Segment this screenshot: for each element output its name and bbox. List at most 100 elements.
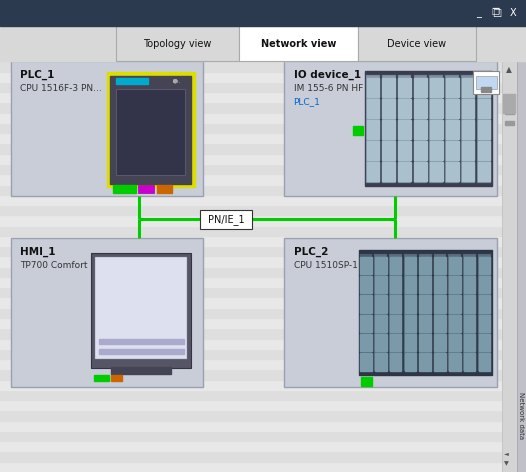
Bar bbox=[11, 61, 203, 196]
Text: IO device_1: IO device_1 bbox=[294, 70, 361, 80]
Bar bbox=[478, 141, 490, 160]
Text: □: □ bbox=[492, 8, 502, 18]
Bar bbox=[477, 75, 491, 183]
Bar bbox=[367, 141, 379, 160]
Bar bbox=[404, 334, 416, 351]
Bar bbox=[0, 185, 502, 195]
Bar bbox=[430, 141, 443, 160]
Bar bbox=[449, 295, 461, 312]
Bar bbox=[0, 143, 502, 154]
Bar bbox=[113, 185, 136, 193]
Bar bbox=[382, 99, 395, 118]
Bar bbox=[449, 314, 461, 332]
Bar bbox=[398, 162, 411, 181]
Bar bbox=[0, 421, 502, 431]
Circle shape bbox=[174, 80, 177, 83]
Bar bbox=[473, 71, 499, 94]
Bar bbox=[0, 462, 502, 472]
Bar bbox=[478, 99, 490, 118]
Bar bbox=[419, 353, 431, 371]
Bar bbox=[464, 257, 476, 274]
Bar bbox=[382, 120, 395, 139]
Bar bbox=[430, 162, 443, 181]
Bar bbox=[434, 334, 446, 351]
Bar bbox=[479, 334, 490, 351]
Bar bbox=[0, 451, 502, 462]
Bar bbox=[367, 78, 379, 97]
Bar bbox=[157, 185, 173, 193]
Bar bbox=[360, 314, 372, 332]
Bar bbox=[464, 295, 476, 312]
Bar bbox=[464, 276, 476, 294]
Bar bbox=[0, 92, 502, 102]
Text: PLC_2: PLC_2 bbox=[294, 247, 328, 257]
Bar bbox=[404, 295, 416, 312]
Bar bbox=[0, 133, 502, 143]
Bar bbox=[0, 297, 502, 308]
Bar bbox=[98, 349, 184, 354]
Bar bbox=[462, 162, 474, 181]
Bar bbox=[430, 99, 443, 118]
Bar bbox=[95, 257, 187, 359]
Bar bbox=[398, 78, 411, 97]
Bar bbox=[0, 195, 502, 205]
Text: ▲: ▲ bbox=[506, 65, 512, 75]
Bar bbox=[390, 257, 401, 274]
Bar bbox=[366, 75, 380, 183]
Bar bbox=[434, 276, 446, 294]
Text: CPU 1516F-3 PN...: CPU 1516F-3 PN... bbox=[20, 84, 102, 93]
Text: Network view: Network view bbox=[261, 39, 336, 49]
Text: ❐: ❐ bbox=[492, 8, 500, 17]
Bar bbox=[449, 276, 461, 294]
Bar bbox=[419, 314, 431, 332]
Bar bbox=[479, 353, 490, 371]
Bar bbox=[446, 141, 459, 160]
Bar bbox=[429, 75, 443, 183]
Bar bbox=[503, 94, 515, 113]
Bar bbox=[464, 334, 476, 351]
Text: IM 155-6 PN HF: IM 155-6 PN HF bbox=[294, 84, 363, 93]
Bar bbox=[360, 334, 372, 351]
Bar bbox=[404, 257, 416, 274]
Bar bbox=[375, 353, 387, 371]
Bar bbox=[413, 75, 427, 183]
Circle shape bbox=[174, 80, 177, 83]
Bar bbox=[353, 126, 363, 135]
Bar bbox=[0, 102, 502, 113]
Bar bbox=[360, 254, 372, 371]
Bar bbox=[414, 120, 427, 139]
Bar bbox=[375, 257, 387, 274]
Bar bbox=[517, 61, 526, 472]
Bar bbox=[478, 78, 490, 97]
Bar bbox=[478, 120, 490, 139]
Bar bbox=[360, 353, 372, 371]
Bar bbox=[367, 120, 379, 139]
Text: _: _ bbox=[476, 8, 481, 18]
Bar bbox=[478, 162, 490, 181]
Bar bbox=[398, 120, 411, 139]
Text: HMI_1: HMI_1 bbox=[20, 247, 55, 257]
Bar bbox=[434, 257, 446, 274]
Bar bbox=[382, 78, 395, 97]
Bar bbox=[0, 154, 502, 164]
Text: PN/IE_1: PN/IE_1 bbox=[208, 214, 245, 225]
Bar bbox=[419, 257, 431, 274]
Bar bbox=[398, 141, 411, 160]
Bar bbox=[367, 162, 379, 181]
Bar bbox=[390, 314, 401, 332]
Bar bbox=[404, 254, 417, 371]
Bar bbox=[414, 162, 427, 181]
Bar bbox=[116, 26, 239, 61]
Bar bbox=[91, 253, 191, 368]
Bar bbox=[0, 123, 502, 133]
Bar bbox=[375, 276, 387, 294]
Text: Topology view: Topology view bbox=[144, 39, 211, 49]
Bar bbox=[0, 61, 502, 72]
Bar bbox=[479, 314, 490, 332]
Bar bbox=[434, 295, 446, 312]
Bar bbox=[365, 71, 492, 186]
Bar bbox=[479, 276, 490, 294]
Bar bbox=[361, 377, 372, 386]
Bar bbox=[0, 411, 502, 421]
Bar bbox=[0, 164, 502, 174]
